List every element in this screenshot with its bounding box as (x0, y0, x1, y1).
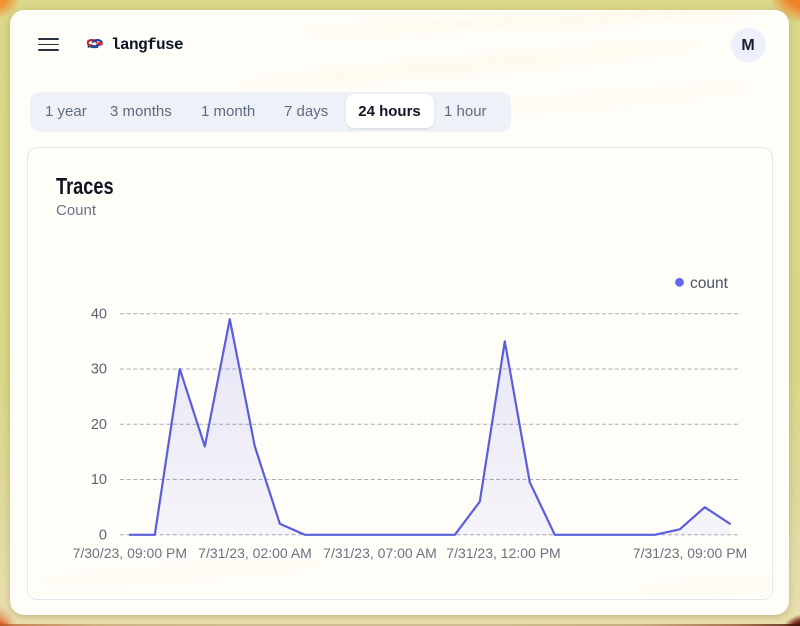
svg-text:count: count (690, 275, 729, 292)
svg-text:7/31/23, 02:00 AM: 7/31/23, 02:00 AM (198, 545, 312, 561)
svg-text:40: 40 (91, 306, 107, 322)
svg-text:7/30/23, 09:00 PM: 7/30/23, 09:00 PM (73, 545, 187, 561)
svg-text:0: 0 (99, 528, 107, 544)
svg-text:7/31/23, 09:00 PM: 7/31/23, 09:00 PM (633, 545, 747, 561)
svg-text:10: 10 (91, 472, 107, 488)
svg-text:7/31/23, 12:00 PM: 7/31/23, 12:00 PM (446, 545, 560, 561)
svg-text:30: 30 (91, 362, 107, 378)
svg-text:7/31/23, 07:00 AM: 7/31/23, 07:00 AM (323, 545, 437, 561)
svg-text:20: 20 (91, 417, 107, 433)
